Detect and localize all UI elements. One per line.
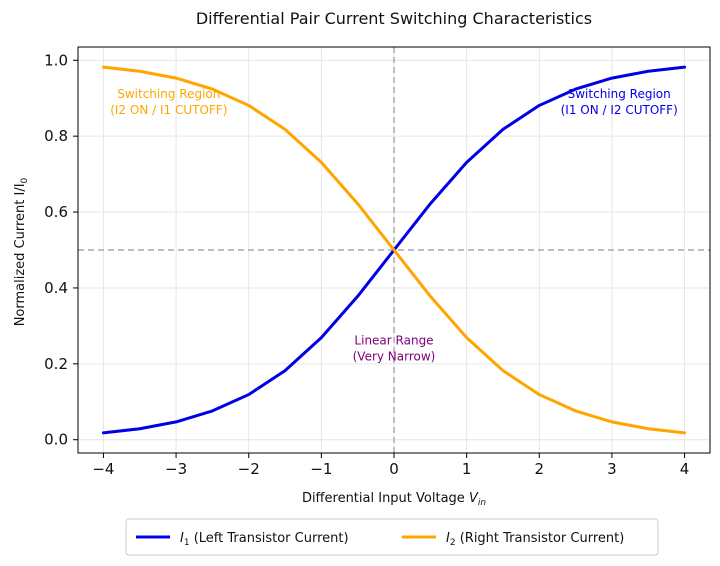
legend-label-2: I2 (Right Transistor Current) <box>446 531 624 548</box>
x-axis-label-sub: in <box>478 498 487 508</box>
y-tick-label: 0.8 <box>44 127 68 145</box>
x-tick-label: −3 <box>165 460 187 478</box>
y-tick-label: 1.0 <box>44 51 68 69</box>
y-axis-label-text: Normalized Current I/I <box>13 183 28 326</box>
legend: I1 (Left Transistor Current) I2 (Right Tr… <box>125 518 659 556</box>
chart-title: Differential Pair Current Switching Char… <box>196 9 592 28</box>
annotation-line2: (I1 ON / I2 CUTOFF) <box>561 103 678 117</box>
y-axis-label-sub: 0 <box>20 177 30 183</box>
x-tick-label: 2 <box>535 460 545 478</box>
y-tick-label: 0.2 <box>44 355 68 373</box>
x-tick-label: 4 <box>680 460 690 478</box>
legend-symbol: I <box>446 531 450 546</box>
y-ticks: 0.0 0.2 0.4 0.6 0.8 1.0 <box>44 51 78 449</box>
y-tick-label: 0.4 <box>44 279 68 297</box>
legend-symbol-sub: 1 <box>184 538 190 548</box>
annotation-line2: (I2 ON / I1 CUTOFF) <box>110 103 227 117</box>
legend-text: (Right Transistor Current) <box>456 531 625 546</box>
series-line-2 <box>101 65 687 435</box>
x-ticks: −4 −3 −2 −1 0 1 2 3 4 <box>92 453 689 478</box>
y-tick-label: 0.0 <box>44 431 68 449</box>
x-tick-label: −4 <box>92 460 114 478</box>
series-lines <box>101 65 687 435</box>
x-axis-label-var: V <box>469 491 479 506</box>
annotation-line1: Switching Region <box>568 87 671 101</box>
annotation-line1: Switching Region <box>117 87 220 101</box>
x-tick-label: 1 <box>462 460 472 478</box>
annotation-1: Switching Region (I2 ON / I1 CUTOFF) <box>110 87 227 117</box>
x-tick-label: −2 <box>238 460 260 478</box>
annotation-3: Linear Range (Very Narrow) <box>353 334 436 364</box>
y-axis-label: Normalized Current I/I0 <box>13 177 30 326</box>
x-tick-label: 0 <box>389 460 399 478</box>
x-tick-label: −1 <box>310 460 332 478</box>
legend-box <box>125 518 659 556</box>
x-axis-label: Differential Input Voltage Vin <box>302 491 486 508</box>
y-tick-label: 0.6 <box>44 203 68 221</box>
x-axis-label-text: Differential Input Voltage <box>302 491 465 506</box>
annotation-line2: (Very Narrow) <box>353 350 436 364</box>
x-tick-label: 3 <box>607 460 617 478</box>
legend-symbol: I <box>180 531 184 546</box>
annotations: Switching Region(I2 ON / I1 CUTOFF)Switc… <box>110 87 678 364</box>
annotation-2: Switching Region (I1 ON / I2 CUTOFF) <box>561 87 678 117</box>
legend-text: (Left Transistor Current) <box>190 531 349 546</box>
annotation-line1: Linear Range <box>354 334 433 348</box>
legend-symbol-sub: 2 <box>450 538 456 548</box>
legend-label-1: I1 (Left Transistor Current) <box>180 531 349 548</box>
